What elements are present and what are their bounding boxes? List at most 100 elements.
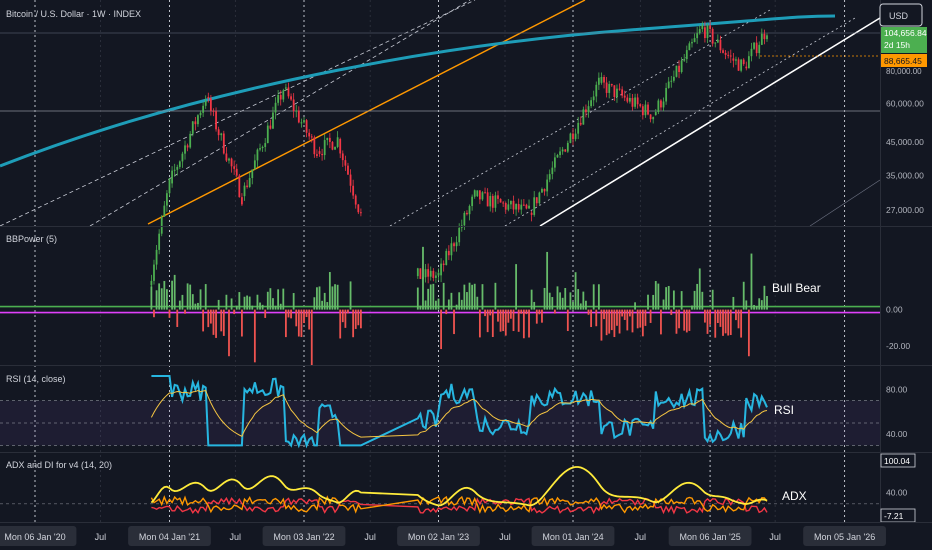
candle-body-210: [747, 56, 750, 69]
bb-bar-177: [662, 299, 665, 310]
candle-body-59: [303, 120, 305, 123]
bb-bar-92: [442, 282, 445, 310]
bb-bar-17: [194, 303, 197, 310]
time-label-4: Mon 03 Jan '22: [273, 532, 334, 542]
candle-body-79: [354, 195, 357, 205]
candle-body-207: [740, 59, 743, 71]
bb-bar-2: [155, 290, 158, 310]
bb-bar-56: [295, 309, 298, 327]
time-label-bg-12: [803, 526, 886, 546]
candle-body-2: [155, 249, 158, 265]
faint-diagonal: [809, 179, 881, 227]
bb-bar-187: [688, 309, 691, 331]
bb-bar-38: [248, 296, 251, 310]
bb-bar-72: [336, 284, 339, 310]
candle-body-132: [546, 179, 549, 192]
bb-bar-15: [189, 284, 192, 310]
candle-body-111: [491, 195, 494, 208]
candle-body-187: [688, 43, 691, 51]
bb-bar-180: [670, 309, 673, 315]
candle-body-80: [357, 204, 360, 213]
bb-bar-45: [266, 291, 269, 310]
orange-trendline[interactable]: [147, 0, 586, 225]
candle-body-68: [326, 137, 329, 141]
bb-bar-73: [339, 309, 342, 339]
candle-body-14: [186, 145, 189, 148]
bb-bar-71: [334, 284, 336, 310]
candle-body-51: [282, 90, 285, 100]
candle-body-109: [486, 192, 489, 207]
candle-body-85: [424, 269, 427, 278]
candle-body-55: [292, 99, 295, 111]
bb-bar-162: [623, 309, 626, 320]
bb-bar-196: [711, 289, 714, 310]
candle-body-189: [693, 38, 696, 43]
candle-body-122: [520, 204, 523, 210]
channel-dashed-lower[interactable]: [89, 0, 471, 227]
candle-body-188: [691, 42, 693, 44]
candle-body-18: [197, 115, 199, 125]
rsi-pane[interactable]: [0, 375, 880, 449]
price-pane[interactable]: [0, 0, 881, 288]
bb-bar-105: [476, 296, 479, 310]
adx-pane[interactable]: [0, 466, 880, 515]
bb-bar-194: [706, 309, 709, 334]
bb-bar-113: [497, 309, 499, 322]
candle-body-175: [657, 100, 660, 113]
bb-bar-164: [629, 309, 631, 317]
adx-top-value: 100.04: [884, 456, 910, 466]
bb-bar-143: [574, 272, 577, 310]
bb-bar-26: [217, 299, 220, 310]
white-support-line[interactable]: [539, 17, 881, 227]
bb-tick-0: 0.00: [886, 305, 903, 315]
bb-bar-69: [328, 272, 331, 310]
time-label-bg-4: [262, 526, 346, 546]
bb-bar-142: [572, 301, 574, 310]
marked-price-label: 88,665.45: [884, 56, 922, 66]
bb-bar-174: [654, 281, 657, 310]
time-label-bg-8: [531, 526, 615, 546]
candle-body-73: [339, 138, 342, 154]
candle-body-48: [274, 102, 277, 113]
candle-body-131: [543, 188, 546, 192]
bb-bar-156: [608, 309, 611, 334]
candles: [150, 21, 768, 288]
bb-bar-140: [566, 309, 569, 332]
bb-bar-124: [525, 309, 528, 315]
currency-button[interactable]: [879, 3, 923, 27]
bb-bar-165: [631, 309, 634, 333]
bb-bar-159: [616, 309, 618, 326]
candle-body-170: [644, 104, 647, 116]
price-scale[interactable]: USD 104,656.84 2d 15h 88,665.45 80,000.0…: [879, 3, 927, 76]
candle-body-27: [220, 133, 223, 136]
candle-body-63: [313, 137, 316, 155]
bb-bar-146: [582, 291, 585, 310]
bb-bar-32: [233, 309, 236, 315]
candle-body-9: [173, 169, 176, 171]
bbpower-pane[interactable]: [0, 246, 880, 366]
bb-bar-100: [463, 284, 466, 310]
candle-body-70: [331, 141, 334, 150]
bb-bar-139: [564, 288, 567, 310]
candle-body-8: [171, 170, 173, 184]
candle-body-181: [672, 76, 675, 81]
bb-bar-191: [698, 268, 701, 310]
channel-dashed-upper[interactable]: [0, 0, 476, 227]
bb-bar-88: [432, 283, 435, 310]
bb-bar-28: [222, 309, 225, 336]
log-growth-curve[interactable]: [0, 14, 836, 168]
candle-body-212: [753, 42, 755, 49]
bb-bar-43: [261, 304, 264, 310]
bb-bar-5: [163, 280, 166, 310]
candle-body-31: [230, 158, 233, 167]
di-plus-line: [150, 495, 768, 514]
candle-body-76: [347, 165, 349, 175]
bb-bar-79: [354, 309, 357, 329]
bb-bar-36: [243, 296, 246, 310]
candle-body-40: [253, 160, 256, 170]
bb-bar-189: [693, 290, 696, 310]
candle-body-157: [610, 83, 613, 86]
candle-body-194: [706, 25, 709, 39]
bb-bar-53: [287, 309, 290, 318]
